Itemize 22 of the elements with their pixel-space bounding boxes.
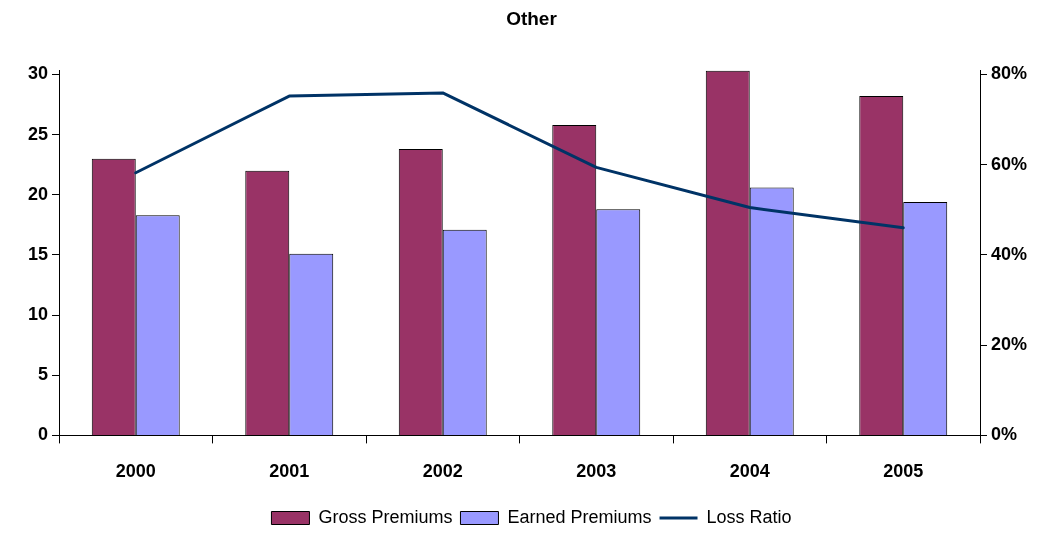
y2-tick-label: 40% bbox=[991, 243, 1028, 264]
x-tick-label: 2005 bbox=[883, 461, 924, 482]
legend-label: Gross Premiums bbox=[318, 506, 453, 527]
x-tick-label: 2002 bbox=[422, 461, 463, 482]
legend-label: Earned Premiums bbox=[507, 506, 652, 527]
y2-tick-label: 60% bbox=[991, 153, 1028, 174]
y-tick-label: 30 bbox=[27, 63, 48, 84]
y-tick-label: 0 bbox=[37, 424, 48, 445]
chart-title: Other bbox=[506, 7, 558, 29]
y-tick-label: 15 bbox=[27, 243, 48, 264]
x-tick-label: 2004 bbox=[729, 461, 770, 482]
y2-tick-label: 80% bbox=[991, 63, 1028, 84]
y2-tick-label: 20% bbox=[991, 334, 1028, 355]
x-tick-label: 2003 bbox=[576, 461, 617, 482]
y-tick-label: 20 bbox=[27, 183, 48, 204]
legend-label: Loss Ratio bbox=[706, 506, 792, 527]
x-tick-label: 2001 bbox=[269, 461, 310, 482]
y-tick-label: 10 bbox=[27, 304, 48, 325]
y2-tick-label: 0% bbox=[991, 424, 1018, 445]
x-tick-label: 2000 bbox=[115, 461, 156, 482]
y-tick-label: 5 bbox=[37, 364, 48, 385]
y-tick-label: 25 bbox=[27, 123, 48, 144]
